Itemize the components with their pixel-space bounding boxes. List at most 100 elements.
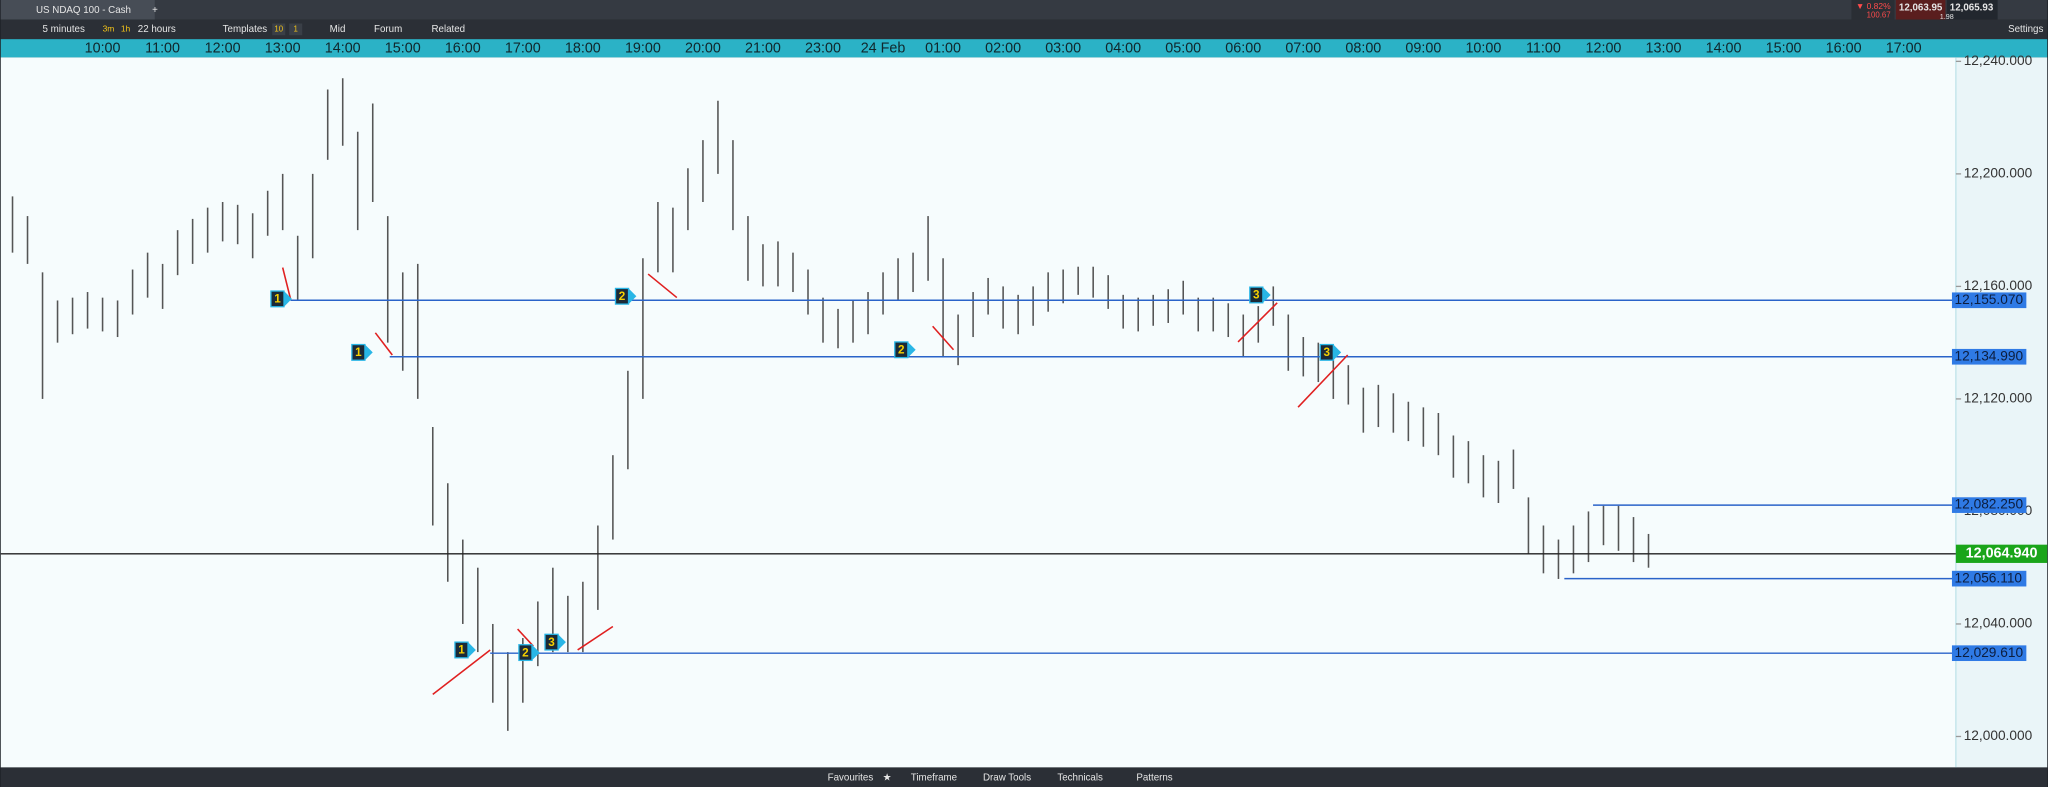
drawn-trendline xyxy=(281,267,292,300)
technicals-tab[interactable]: Technicals xyxy=(1057,772,1103,783)
time-label: 18:00 xyxy=(565,41,601,57)
time-label: 01:00 xyxy=(925,41,961,57)
marker-pointer xyxy=(364,344,373,361)
change-points: 100.67 xyxy=(1867,11,1891,20)
badge-box xyxy=(289,23,303,36)
time-label: 15:00 xyxy=(385,41,421,57)
patterns-tab[interactable]: Patterns xyxy=(1136,772,1172,783)
time-label: 24 Feb xyxy=(861,41,906,57)
marker-pointer xyxy=(531,644,540,661)
time-axis xyxy=(0,39,2048,58)
level-label: 12,029.610 xyxy=(1955,645,2024,660)
buy-price: 12,065.93 xyxy=(1950,2,1994,13)
marker-label: 1 xyxy=(355,346,362,359)
price-mode[interactable]: Mid xyxy=(330,24,346,35)
buy-button[interactable] xyxy=(1946,0,1998,20)
related-button[interactable]: Related xyxy=(431,24,465,35)
drawn-trendline xyxy=(647,273,678,299)
time-label: 16:00 xyxy=(1826,41,1862,57)
tab[interactable] xyxy=(0,0,155,20)
time-label: 12:00 xyxy=(205,41,241,57)
time-label: 09:00 xyxy=(1405,41,1441,57)
price-label: 12,160.000 xyxy=(1964,278,2033,293)
marker-pointer xyxy=(907,341,916,358)
marker-box xyxy=(1249,286,1264,304)
settings-button[interactable]: Settings xyxy=(2008,24,2043,35)
level-label: 12,155.070 xyxy=(1955,292,2024,307)
time-label: 21:00 xyxy=(745,41,781,57)
price-label: 12,120.000 xyxy=(1964,391,2033,406)
time-label: 06:00 xyxy=(1225,41,1261,57)
level-label: 12,134.990 xyxy=(1955,348,2024,363)
timeframe-select[interactable]: 5 minutes xyxy=(43,24,85,35)
quick-3m[interactable]: 3m xyxy=(103,24,115,34)
marker-label: 3 xyxy=(1253,289,1260,302)
marker-label: 2 xyxy=(522,646,529,659)
time-label: 05:00 xyxy=(1165,41,1201,57)
quick-1h[interactable]: 1h xyxy=(121,24,131,34)
instrument-title: US NDAQ 100 - Cash xyxy=(36,5,131,16)
time-label: 12:00 xyxy=(1586,41,1622,57)
level-tag xyxy=(1951,497,2027,513)
marker-pointer xyxy=(558,634,566,650)
marker-pointer xyxy=(468,642,476,658)
marker-box xyxy=(544,633,559,651)
time-label: 15:00 xyxy=(1766,41,1802,57)
time-label: 17:00 xyxy=(1886,41,1922,57)
forum-button[interactable]: Forum xyxy=(374,24,402,35)
drawn-trendline xyxy=(1237,302,1278,343)
marker-box xyxy=(894,341,909,359)
spread: 1.98 xyxy=(1940,13,1954,21)
drawn-trendline xyxy=(1297,354,1349,408)
current-price-tag xyxy=(1955,544,2048,563)
time-label: 19:00 xyxy=(625,41,661,57)
badge: 10 xyxy=(274,24,283,33)
marker-box xyxy=(351,343,366,361)
marker-box xyxy=(518,644,533,662)
title-bar xyxy=(0,0,2048,20)
marker-box xyxy=(454,641,469,659)
drawn-trendline xyxy=(432,649,491,695)
star-icon[interactable]: ★ xyxy=(883,772,892,783)
level-label: 12,056.110 xyxy=(1955,570,2023,585)
price-label: 12,040.000 xyxy=(1964,616,2033,631)
badge: 1 xyxy=(294,24,298,33)
time-label: 11:00 xyxy=(1526,41,1561,57)
price-label: 12,200.000 xyxy=(1964,166,2033,181)
favourites-tab[interactable]: Favourites xyxy=(828,772,874,783)
plot-area xyxy=(0,57,1956,768)
time-label: 10:00 xyxy=(1465,41,1501,57)
add-tab[interactable]: + xyxy=(152,5,158,16)
marker-label: 3 xyxy=(1324,346,1331,359)
marker-box xyxy=(614,287,630,305)
sell-button[interactable] xyxy=(1895,0,1946,20)
current-price-label: 12,064.940 xyxy=(1966,546,2038,562)
toolbar xyxy=(0,19,2048,40)
time-label: 17:00 xyxy=(505,41,541,57)
price-label: 12,240.000 xyxy=(1964,53,2033,68)
drawn-trendline xyxy=(517,628,534,647)
marker-pointer xyxy=(283,291,292,307)
time-label: 13:00 xyxy=(1646,41,1682,57)
level-tag xyxy=(1951,292,2027,309)
drawn-trendline xyxy=(932,325,955,351)
drawn-trendline xyxy=(577,625,614,651)
timeframe-tab[interactable]: Timeframe xyxy=(911,772,957,783)
price-label: 12,000.000 xyxy=(1964,728,2033,743)
level-tag xyxy=(1951,645,2027,662)
sell-price: 12,063.95 xyxy=(1899,2,1943,13)
templates-button[interactable]: Templates xyxy=(223,24,268,35)
range-select[interactable]: 22 hours xyxy=(138,24,176,35)
time-label: 07:00 xyxy=(1285,41,1321,57)
time-label: 10:00 xyxy=(85,41,121,57)
bottom-bar xyxy=(0,767,2048,787)
marker-label: 2 xyxy=(619,290,626,303)
drawn-trendline xyxy=(374,332,393,356)
draw-tools-tab[interactable]: Draw Tools xyxy=(983,772,1031,783)
marker-pointer xyxy=(1262,287,1271,303)
time-label: 16:00 xyxy=(445,41,481,57)
level-tag xyxy=(1951,348,2027,365)
level-label: 12,082.250 xyxy=(1955,497,2024,512)
level-tag xyxy=(1951,570,2027,587)
